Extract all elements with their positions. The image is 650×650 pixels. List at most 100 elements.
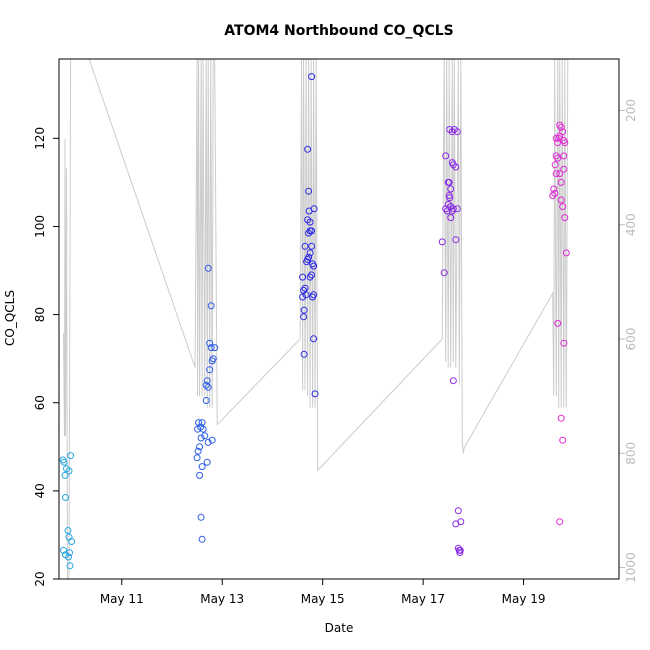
data-point-s1-19 — [209, 355, 217, 363]
right-tick-label-1: 400 — [624, 213, 638, 236]
data-point-s0-2 — [61, 471, 69, 479]
data-point-s4-19 — [561, 214, 569, 222]
chart-title: ATOM4 Northbound CO_QCLS — [224, 23, 453, 39]
data-point-s1-10 — [198, 463, 206, 471]
y-tick-label-5: 120 — [33, 127, 47, 150]
data-point-s1-13 — [197, 513, 205, 521]
right-tick-label-2: 600 — [624, 328, 638, 351]
data-point-s4-15 — [556, 170, 564, 178]
data-point-s3-17 — [447, 185, 455, 193]
right-tick-label-4: 1000 — [624, 552, 638, 583]
data-point-s4-16 — [557, 196, 565, 204]
data-point-s3-31 — [456, 546, 464, 554]
data-point-s3-14 — [442, 152, 450, 160]
data-point-s2-30 — [310, 335, 318, 343]
data-point-s2-29 — [308, 73, 316, 81]
data-point-s1-7 — [195, 419, 203, 427]
data-point-s0-12 — [66, 549, 73, 557]
data-point-s2-17 — [306, 273, 314, 281]
data-point-s2-25 — [306, 218, 314, 226]
data-point-s4-22 — [552, 134, 560, 142]
x-tick-label-4: May 19 — [502, 592, 546, 606]
plot-frame — [58, 58, 620, 580]
data-point-s3-3 — [443, 207, 451, 215]
data-point-s2-9 — [305, 253, 313, 261]
data-point-s0-7 — [64, 527, 72, 534]
data-point-s2-28 — [304, 145, 312, 153]
data-point-s1-15 — [202, 381, 210, 389]
data-point-s3-21 — [453, 128, 461, 136]
data-point-s0-4 — [65, 467, 73, 475]
data-point-s3-22 — [452, 236, 460, 244]
data-point-s4-25 — [560, 339, 568, 347]
data-point-s2-5 — [300, 306, 308, 314]
data-point-s1-27 — [204, 264, 212, 272]
data-point-s4-3 — [551, 161, 559, 169]
data-point-s3-9 — [449, 205, 457, 213]
data-point-s1-23 — [203, 377, 211, 385]
data-point-s4-5 — [552, 170, 560, 178]
y-tick-label-2: 60 — [33, 395, 47, 410]
data-point-s1-21 — [211, 344, 219, 352]
data-point-s0-5 — [67, 452, 75, 460]
scatter-points-layer — [59, 73, 570, 570]
data-point-s4-0 — [549, 192, 557, 200]
x-tick-label-2: May 15 — [301, 592, 345, 606]
data-point-s4-2 — [551, 189, 559, 197]
data-point-s2-4 — [299, 293, 307, 301]
data-point-s0-1 — [60, 458, 68, 466]
x-tick-label-0: May 11 — [100, 592, 144, 606]
x-tick-label-3: May 17 — [401, 592, 445, 606]
data-point-s2-7 — [300, 350, 308, 358]
data-point-s2-6 — [300, 313, 308, 321]
data-point-s3-10 — [447, 214, 455, 222]
x-tick-label-1: May 13 — [200, 592, 244, 606]
right-tick-label-0: 200 — [624, 99, 638, 122]
data-point-s2-19 — [309, 293, 317, 301]
data-point-s2-2 — [301, 284, 309, 292]
y-tick-label-1: 40 — [33, 483, 47, 498]
data-point-s3-13 — [452, 163, 460, 171]
y-tick-label-0: 20 — [33, 571, 47, 586]
x-axis-label: Date — [325, 621, 354, 635]
data-point-s4-11 — [559, 128, 567, 136]
data-point-s1-0 — [193, 454, 201, 462]
axes-layer: May 11 May 13 May 15 May 17 May 19 20 40 60 80 10… — [33, 99, 638, 606]
data-point-s1-24 — [202, 397, 210, 404]
data-point-s1-3 — [198, 419, 206, 427]
data-point-s4-18 — [560, 165, 568, 173]
data-point-s4-6 — [554, 154, 562, 162]
data-point-s4-28 — [556, 518, 564, 526]
data-point-s4-27 — [559, 436, 567, 444]
data-point-s4-21 — [562, 249, 570, 257]
data-point-s2-11 — [303, 258, 311, 266]
data-point-s4-20 — [559, 203, 567, 211]
data-point-s1-14 — [198, 535, 206, 543]
data-point-s4-23 — [556, 121, 564, 129]
data-point-s4-24 — [554, 319, 562, 327]
data-point-s4-17 — [557, 178, 565, 186]
data-point-s1-20 — [207, 344, 215, 352]
data-point-s1-12 — [196, 471, 204, 479]
data-point-s0-10 — [60, 546, 67, 554]
data-point-s2-31 — [311, 390, 319, 398]
data-point-s1-16 — [204, 383, 212, 391]
data-point-s2-13 — [308, 242, 316, 250]
data-point-s1-9 — [197, 423, 205, 431]
data-point-s3-16 — [445, 178, 453, 186]
data-point-s1-11 — [203, 458, 211, 466]
data-point-s0-9 — [68, 538, 76, 545]
y-axis-label: CO_QCLS — [3, 290, 17, 346]
data-point-s3-6 — [446, 194, 454, 202]
data-point-s2-15 — [310, 262, 318, 270]
data-point-s1-6 — [197, 434, 205, 442]
y-tick-label-4: 100 — [33, 215, 47, 238]
data-point-s3-19 — [448, 128, 456, 136]
data-point-s2-27 — [305, 187, 313, 195]
data-point-s1-2 — [196, 443, 204, 451]
data-point-s3-27 — [457, 518, 465, 526]
data-point-s2-3 — [302, 291, 310, 299]
data-point-s3-23 — [453, 205, 461, 213]
data-point-s4-13 — [561, 139, 569, 147]
